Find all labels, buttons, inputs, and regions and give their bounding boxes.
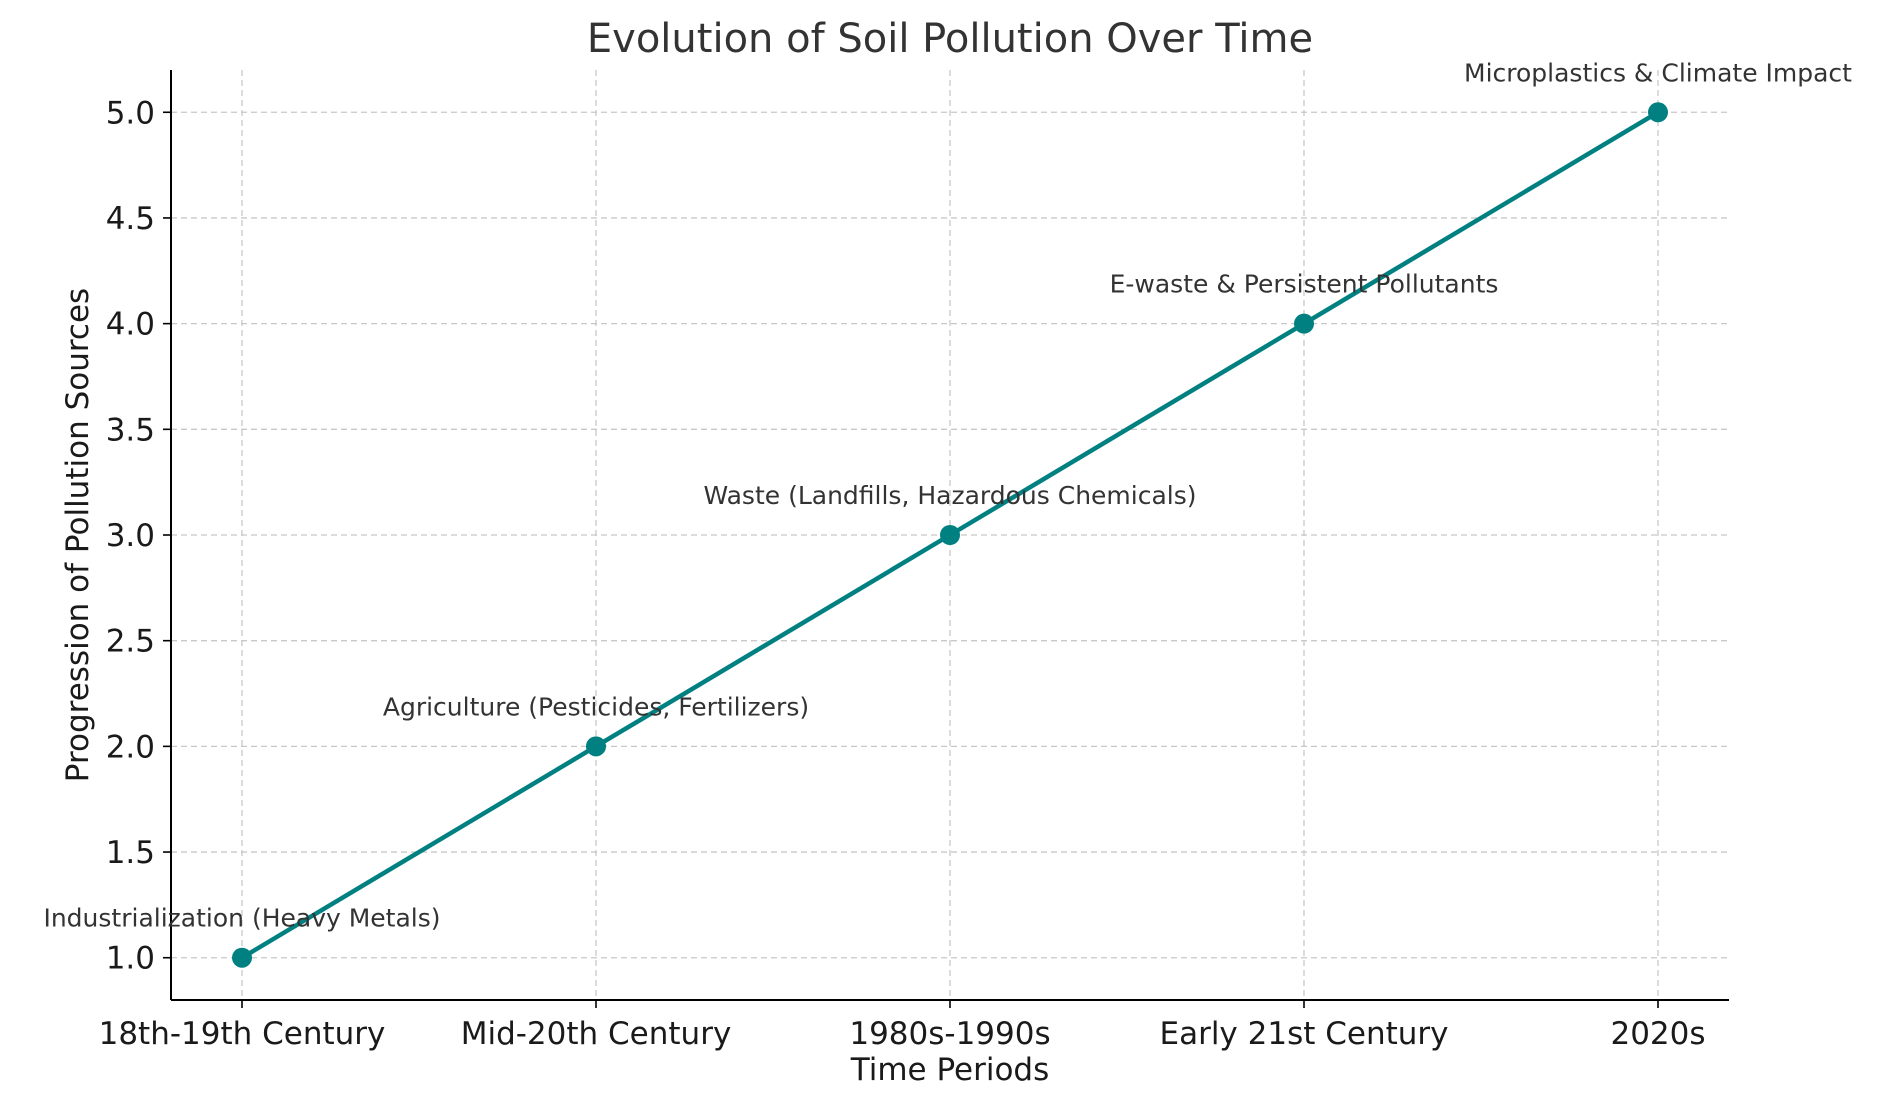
data-point xyxy=(586,736,606,757)
data-point xyxy=(940,525,960,545)
y-axis-label: Progression of Pollution Sources xyxy=(60,288,96,782)
point-annotation: Waste (Landfills, Hazardous Chemicals) xyxy=(703,481,1196,510)
y-tick-label: 4.0 xyxy=(106,307,155,343)
x-tick-label: Mid-20th Century xyxy=(461,1016,732,1052)
x-tick-label: Early 21st Century xyxy=(1159,1016,1448,1052)
series-group xyxy=(232,102,1668,968)
x-tick-label: 18th-19th Century xyxy=(99,1016,386,1052)
point-annotation: E-waste & Persistent Pollutants xyxy=(1110,270,1499,299)
y-tick-label: 3.0 xyxy=(106,518,155,554)
point-annotation: Industrialization (Heavy Metals) xyxy=(43,904,440,933)
x-tick-label: 2020s xyxy=(1610,1016,1705,1052)
x-tick-label: 1980s-1990s xyxy=(849,1016,1050,1052)
y-tick-label: 1.0 xyxy=(106,941,155,977)
x-ticks: 18th-19th Century Mid-20th Century 1980s-1… xyxy=(99,1000,1706,1052)
y-tick-label: 2.0 xyxy=(106,729,155,765)
data-point xyxy=(1294,313,1314,334)
annotations: Industrialization (Heavy Metals) Agricult… xyxy=(43,58,1852,932)
data-point xyxy=(1648,102,1668,123)
y-ticks: 1.0 1.5 2.0 2.5 3.0 3.5 4.0 4.5 5.0 xyxy=(106,95,171,977)
chart-title: Evolution of Soil Pollution Over Time xyxy=(587,16,1313,62)
point-annotation: Microplastics & Climate Impact xyxy=(1464,58,1852,87)
y-tick-label: 4.5 xyxy=(106,201,155,237)
y-tick-label: 3.5 xyxy=(106,412,155,448)
y-tick-label: 1.5 xyxy=(106,835,155,871)
data-point xyxy=(232,947,252,968)
y-tick-label: 5.0 xyxy=(106,95,155,131)
point-annotation: Agriculture (Pesticides, Fertilizers) xyxy=(383,692,809,721)
y-tick-label: 2.5 xyxy=(106,624,155,660)
x-axis-label: Time Periods xyxy=(850,1052,1050,1088)
